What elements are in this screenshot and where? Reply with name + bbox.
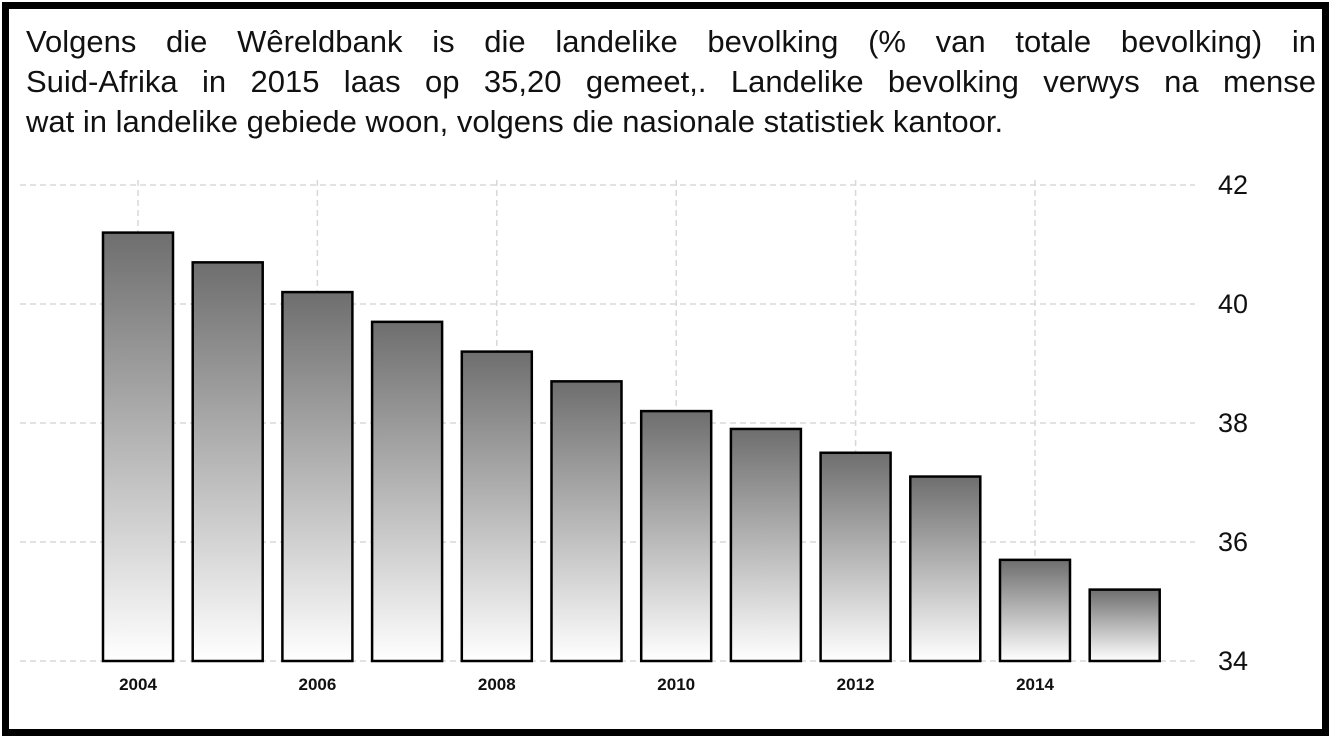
bar-2009 (550, 380, 623, 663)
y-tick-label: 42 (1218, 170, 1248, 200)
bar-2012 (819, 451, 892, 663)
y-tick-label: 36 (1218, 527, 1248, 557)
bar-2005 (191, 261, 264, 663)
bar-2013 (909, 475, 982, 663)
x-tick-label: 2008 (478, 675, 516, 694)
x-tick-label: 2014 (1016, 675, 1054, 694)
bar-2004 (101, 231, 175, 663)
bar-2007 (370, 320, 444, 663)
x-tick-label: 2004 (119, 675, 157, 694)
chart-bars (101, 231, 1161, 663)
caption-line-1: Volgens die Wêreldbank is die landelike … (26, 24, 1316, 59)
bar-2015 (1088, 588, 1161, 663)
x-tick-label: 2010 (657, 675, 695, 694)
caption-line-2: Suid-Afrika in 2015 laas op 35,20 gemeet… (26, 64, 1316, 99)
y-tick-label: 38 (1218, 408, 1248, 438)
caption-line-3: wat in landelike gebiede woon, volgens d… (26, 104, 1004, 139)
bar-2008 (460, 350, 534, 663)
y-tick-label: 40 (1218, 289, 1248, 319)
bar-2006 (281, 290, 354, 663)
x-tick-label: 2012 (837, 675, 875, 694)
bar-2014 (998, 558, 1072, 663)
x-tick-label: 2006 (298, 675, 336, 694)
x-axis-tick-labels: 2004 2006 2008 2010 2012 2014 (119, 675, 1054, 694)
y-axis-tick-labels: 42 40 38 36 34 (1218, 170, 1248, 676)
rural-population-bar-chart: 2004 2006 2008 2010 2012 2014 42 40 38 36 34 (20, 170, 1248, 694)
bar-2010 (639, 409, 713, 663)
caption-text: Volgens die Wêreldbank is die landelike … (26, 22, 1316, 142)
bar-2011 (729, 427, 803, 663)
y-tick-label: 34 (1218, 646, 1248, 676)
